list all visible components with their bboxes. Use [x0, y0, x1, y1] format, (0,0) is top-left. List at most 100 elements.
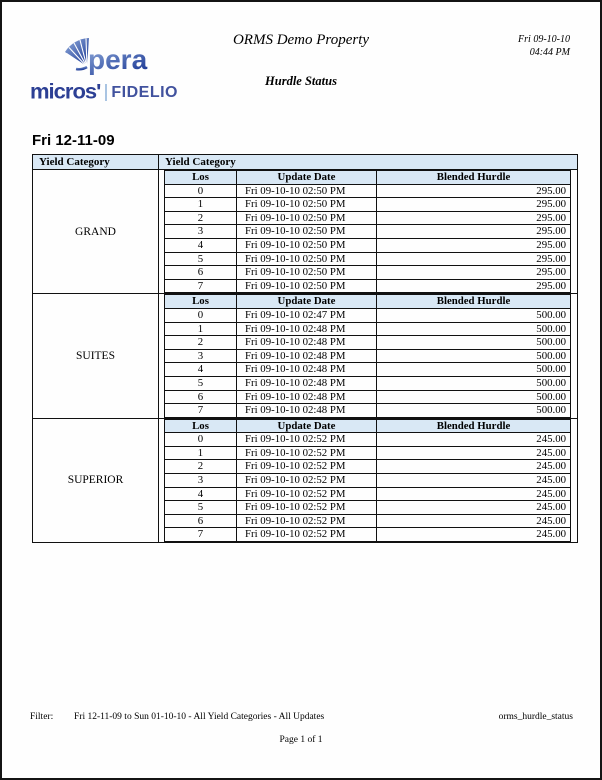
blended-hurdle-cell: 295.00: [376, 237, 571, 253]
los-cell: 2: [164, 210, 237, 226]
update-date-cell: Fri 09-10-10 02:47 PM: [236, 307, 377, 323]
los-cell: 0: [164, 307, 237, 323]
update-date-cell: Fri 09-10-10 02:50 PM: [236, 251, 377, 267]
update-date-cell: Fri 09-10-10 02:48 PM: [236, 348, 377, 364]
group-detail-cell: Los Update Date Blended Hurdle 0 Fri 09-10-1…: [158, 168, 578, 295]
update-date-cell: Fri 09-10-10 02:50 PM: [236, 278, 377, 294]
footer-filter-line: Filter: Fri 12-11-09 to Sun 01-10-10 - A…: [30, 712, 573, 722]
blended-hurdle-cell: 245.00: [376, 500, 571, 515]
detail-data-row: 7 Fri 09-10-10 02:52 PM 245.00: [164, 527, 571, 543]
los-cell: 7: [164, 278, 237, 294]
update-date-cell: Fri 09-10-10 02:52 PM: [236, 459, 377, 475]
los-cell: 5: [164, 375, 237, 391]
outer-header-row: Yield Category Yield Category: [32, 154, 578, 170]
detail-data-row: 3 Fri 09-10-10 02:50 PM 295.00: [164, 224, 571, 239]
detail-column-header: Update Date: [236, 418, 377, 434]
detail-data-row: 4 Fri 09-10-10 02:50 PM 295.00: [164, 237, 571, 253]
stay-date-heading: Fri 12-11-09: [32, 132, 115, 149]
detail-data-row: 6 Fri 09-10-10 02:50 PM 295.00: [164, 265, 571, 280]
update-date-cell: Fri 09-10-10 02:48 PM: [236, 335, 377, 350]
update-date-cell: Fri 09-10-10 02:50 PM: [236, 183, 377, 199]
detail-column-header: Los: [164, 418, 237, 434]
blended-hurdle-cell: 245.00: [376, 486, 571, 502]
blended-hurdle-cell: 295.00: [376, 210, 571, 226]
blended-hurdle-cell: 500.00: [376, 307, 571, 323]
blended-hurdle-cell: 500.00: [376, 389, 571, 405]
blended-hurdle-cell: 295.00: [376, 183, 571, 199]
update-date-cell: Fri 09-10-10 02:50 PM: [236, 224, 377, 239]
logo-divider: [105, 83, 108, 101]
update-date-cell: Fri 09-10-10 02:48 PM: [236, 375, 377, 391]
los-detail-table: Los Update Date Blended Hurdle 0 Fri 09-10-1…: [164, 294, 571, 418]
los-cell: 7: [164, 403, 237, 418]
blended-hurdle-cell: 245.00: [376, 527, 571, 543]
blended-hurdle-cell: 295.00: [376, 251, 571, 267]
los-cell: 4: [164, 237, 237, 253]
los-cell: 4: [164, 362, 237, 377]
update-date-cell: Fri 09-10-10 02:48 PM: [236, 321, 377, 337]
blended-hurdle-cell: 245.00: [376, 513, 571, 529]
blended-hurdle-cell: 500.00: [376, 362, 571, 377]
yield-category-section-header: Yield Category: [158, 154, 578, 170]
blended-hurdle-cell: 295.00: [376, 197, 571, 212]
detail-data-row: 7 Fri 09-10-10 02:48 PM 500.00: [164, 403, 571, 418]
blended-hurdle-cell: 295.00: [376, 278, 571, 294]
detail-header-row: Los Update Date Blended Hurdle: [164, 418, 571, 434]
yield-category-group-row: GRAND Los Update Date Blended Hurdle 0 Fri 09…: [32, 168, 578, 295]
report-subtitle: Hurdle Status: [265, 74, 337, 88]
detail-header-row: Los Update Date Blended Hurdle: [164, 294, 571, 309]
detail-data-row: 4 Fri 09-10-10 02:48 PM 500.00: [164, 362, 571, 377]
detail-data-row: 1 Fri 09-10-10 02:48 PM 500.00: [164, 321, 571, 337]
blended-hurdle-cell: 245.00: [376, 459, 571, 475]
detail-column-header: Los: [164, 294, 237, 309]
detail-data-row: 5 Fri 09-10-10 02:48 PM 500.00: [164, 375, 571, 391]
los-cell: 3: [164, 473, 237, 488]
blended-hurdle-cell: 500.00: [376, 375, 571, 391]
detail-data-row: 0 Fri 09-10-10 02:47 PM 500.00: [164, 307, 571, 323]
update-date-cell: Fri 09-10-10 02:52 PM: [236, 445, 377, 461]
detail-data-row: 5 Fri 09-10-10 02:50 PM 295.00: [164, 251, 571, 267]
detail-column-header: Los: [164, 170, 237, 185]
title-block: ORMS Demo Property Hurdle Status: [2, 32, 600, 89]
detail-data-row: 4 Fri 09-10-10 02:52 PM 245.00: [164, 486, 571, 502]
yield-category-group-row: SUPERIOR Los Update Date Blended Hurdle 0 Fri…: [32, 417, 578, 544]
detail-data-row: 0 Fri 09-10-10 02:50 PM 295.00: [164, 183, 571, 199]
detail-data-row: 1 Fri 09-10-10 02:52 PM 245.00: [164, 445, 571, 461]
yield-category-name: GRAND: [32, 168, 159, 295]
update-date-cell: Fri 09-10-10 02:50 PM: [236, 197, 377, 212]
los-cell: 3: [164, 224, 237, 239]
los-detail-table: Los Update Date Blended Hurdle 0 Fri 09-10-1…: [164, 418, 571, 543]
blended-hurdle-cell: 295.00: [376, 265, 571, 280]
fidelio-logo-text: FIDELIO: [111, 83, 178, 101]
detail-data-row: 3 Fri 09-10-10 02:52 PM 245.00: [164, 473, 571, 488]
group-detail-cell: Los Update Date Blended Hurdle 0 Fri 09-10-1…: [158, 293, 578, 419]
yield-category-name: SUPERIOR: [32, 417, 159, 544]
update-date-cell: Fri 09-10-10 02:52 PM: [236, 432, 377, 447]
los-cell: 0: [164, 432, 237, 447]
los-cell: 3: [164, 348, 237, 364]
filter-value: Fri 12-11-09 to Sun 01-10-10 - All Yield…: [74, 712, 325, 722]
detail-column-header: Update Date: [236, 294, 377, 309]
los-cell: 4: [164, 486, 237, 502]
page-number: Page 1 of 1: [279, 735, 323, 745]
update-date-cell: Fri 09-10-10 02:52 PM: [236, 473, 377, 488]
print-datetime: Fri 09-10-10 04:44 PM: [518, 33, 570, 59]
blended-hurdle-cell: 245.00: [376, 432, 571, 447]
detail-column-header: Blended Hurdle: [376, 170, 571, 185]
detail-data-row: 1 Fri 09-10-10 02:50 PM 295.00: [164, 197, 571, 212]
detail-column-header: Update Date: [236, 170, 377, 185]
los-cell: 1: [164, 445, 237, 461]
yield-category-name: SUITES: [32, 293, 159, 419]
blended-hurdle-cell: 500.00: [376, 348, 571, 364]
detail-data-row: 2 Fri 09-10-10 02:52 PM 245.00: [164, 459, 571, 475]
update-date-cell: Fri 09-10-10 02:50 PM: [236, 265, 377, 280]
detail-data-row: 6 Fri 09-10-10 02:48 PM 500.00: [164, 389, 571, 405]
los-cell: 6: [164, 513, 237, 529]
update-date-cell: Fri 09-10-10 02:52 PM: [236, 513, 377, 529]
detail-data-row: 7 Fri 09-10-10 02:50 PM 295.00: [164, 278, 571, 294]
update-date-cell: Fri 09-10-10 02:52 PM: [236, 486, 377, 502]
los-cell: 6: [164, 265, 237, 280]
los-cell: 2: [164, 459, 237, 475]
blended-hurdle-cell: 500.00: [376, 335, 571, 350]
